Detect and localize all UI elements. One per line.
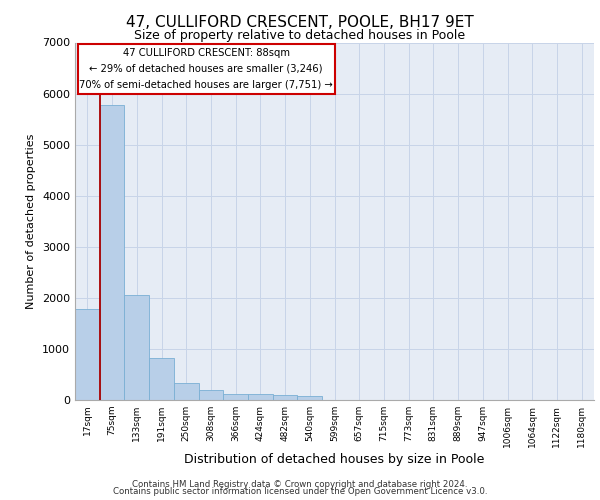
Text: 47 CULLIFORD CRESCENT: 88sqm
← 29% of detached houses are smaller (3,246)
70% of: 47 CULLIFORD CRESCENT: 88sqm ← 29% of de…	[79, 48, 333, 90]
Bar	[174, 382, 199, 400]
Text: Contains HM Land Registry data © Crown copyright and database right 2024.: Contains HM Land Registry data © Crown c…	[132, 480, 468, 489]
Text: Size of property relative to detached houses in Poole: Size of property relative to detached ho…	[134, 29, 466, 42]
Bar	[100, 105, 124, 400]
Text: 47, CULLIFORD CRESCENT, POOLE, BH17 9ET: 47, CULLIFORD CRESCENT, POOLE, BH17 9ET	[126, 15, 474, 30]
Bar	[223, 394, 248, 400]
Bar	[75, 309, 100, 400]
Bar	[298, 396, 322, 400]
Bar	[248, 394, 273, 400]
Y-axis label: Number of detached properties: Number of detached properties	[26, 134, 37, 309]
Text: Contains public sector information licensed under the Open Government Licence v3: Contains public sector information licen…	[113, 487, 487, 496]
Bar	[149, 358, 174, 400]
Bar	[124, 295, 149, 400]
Bar	[199, 390, 223, 400]
FancyBboxPatch shape	[77, 44, 335, 94]
Bar	[273, 395, 298, 400]
X-axis label: Distribution of detached houses by size in Poole: Distribution of detached houses by size …	[184, 452, 485, 466]
